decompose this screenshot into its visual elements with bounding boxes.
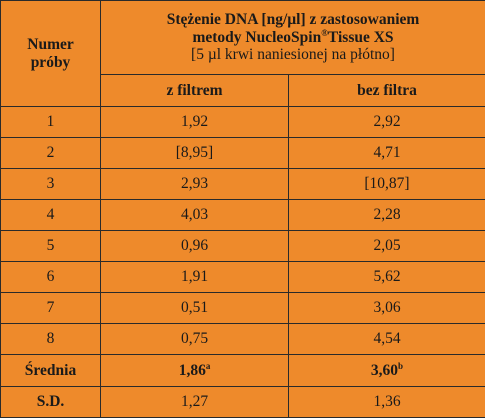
- sample-number-cell: 3: [1, 169, 101, 200]
- title-line1: Stężenie DNA [ng/µl] z zastosowaniem: [167, 11, 420, 28]
- sd-without-filter: 1,36: [289, 387, 485, 418]
- with-filter-cell: 1,92: [101, 107, 289, 138]
- header-row: Numer próby Stężenie DNA [ng/µl] z zasto…: [1, 1, 485, 75]
- sample-number-cell: 6: [1, 262, 101, 293]
- without-filter-header: bez filtra: [289, 75, 485, 107]
- sample-number-cell: 7: [1, 293, 101, 324]
- sample-header-line1: Numer: [27, 36, 74, 53]
- without-filter-cell: 2,05: [289, 231, 485, 262]
- without-filter-cell: 4,54: [289, 324, 485, 355]
- with-filter-header: z filtrem: [101, 75, 289, 107]
- sample-number-header: Numer próby: [1, 1, 101, 107]
- sample-number-cell: 2: [1, 138, 101, 169]
- sd-with-filter: 1,27: [101, 387, 289, 418]
- sample-number-cell: 1: [1, 107, 101, 138]
- mean-without-filter: 3,60b: [289, 355, 485, 387]
- with-filter-cell: 1,91: [101, 262, 289, 293]
- table-title-cell: Stężenie DNA [ng/µl] z zastosowaniem met…: [101, 1, 485, 75]
- sample-number-cell: 5: [1, 231, 101, 262]
- title-line2: metody NucleoSpin®Tissue XS: [192, 29, 393, 46]
- without-filter-cell: 3,06: [289, 293, 485, 324]
- mean-label: Średnia: [1, 355, 101, 387]
- mean-with-filter-value: 1,86: [179, 362, 206, 379]
- table-row: 2[8,95]4,71: [1, 138, 485, 169]
- without-filter-cell: 5,62: [289, 262, 485, 293]
- with-filter-cell: [8,95]: [101, 138, 289, 169]
- sd-row: S.D. 1,27 1,36: [1, 387, 485, 418]
- mean-with-filter-sup: a: [206, 360, 211, 370]
- mean-without-filter-value: 3,60: [371, 362, 398, 379]
- sd-label: S.D.: [1, 387, 101, 418]
- sample-number-cell: 8: [1, 324, 101, 355]
- with-filter-cell: 0,75: [101, 324, 289, 355]
- without-filter-cell: 2,92: [289, 107, 485, 138]
- with-filter-cell: 2,93: [101, 169, 289, 200]
- without-filter-cell: 4,71: [289, 138, 485, 169]
- mean-without-filter-sup: b: [398, 360, 403, 370]
- sample-header-line2: próby: [31, 54, 71, 71]
- title-method: metody NucleoSpin: [192, 29, 321, 46]
- title-kit: Tissue XS: [328, 29, 394, 46]
- mean-with-filter: 1,86a: [101, 355, 289, 387]
- without-filter-cell: [10,87]: [289, 169, 485, 200]
- with-filter-cell: 0,96: [101, 231, 289, 262]
- mean-row: Średnia 1,86a 3,60b: [1, 355, 485, 387]
- registered-mark: ®: [321, 27, 328, 37]
- without-filter-cell: 2,28: [289, 200, 485, 231]
- sample-number-cell: 4: [1, 200, 101, 231]
- title-subtitle: [5 µl krwi naniesionej na płótno]: [191, 46, 395, 63]
- with-filter-cell: 4,03: [101, 200, 289, 231]
- with-filter-cell: 0,51: [101, 293, 289, 324]
